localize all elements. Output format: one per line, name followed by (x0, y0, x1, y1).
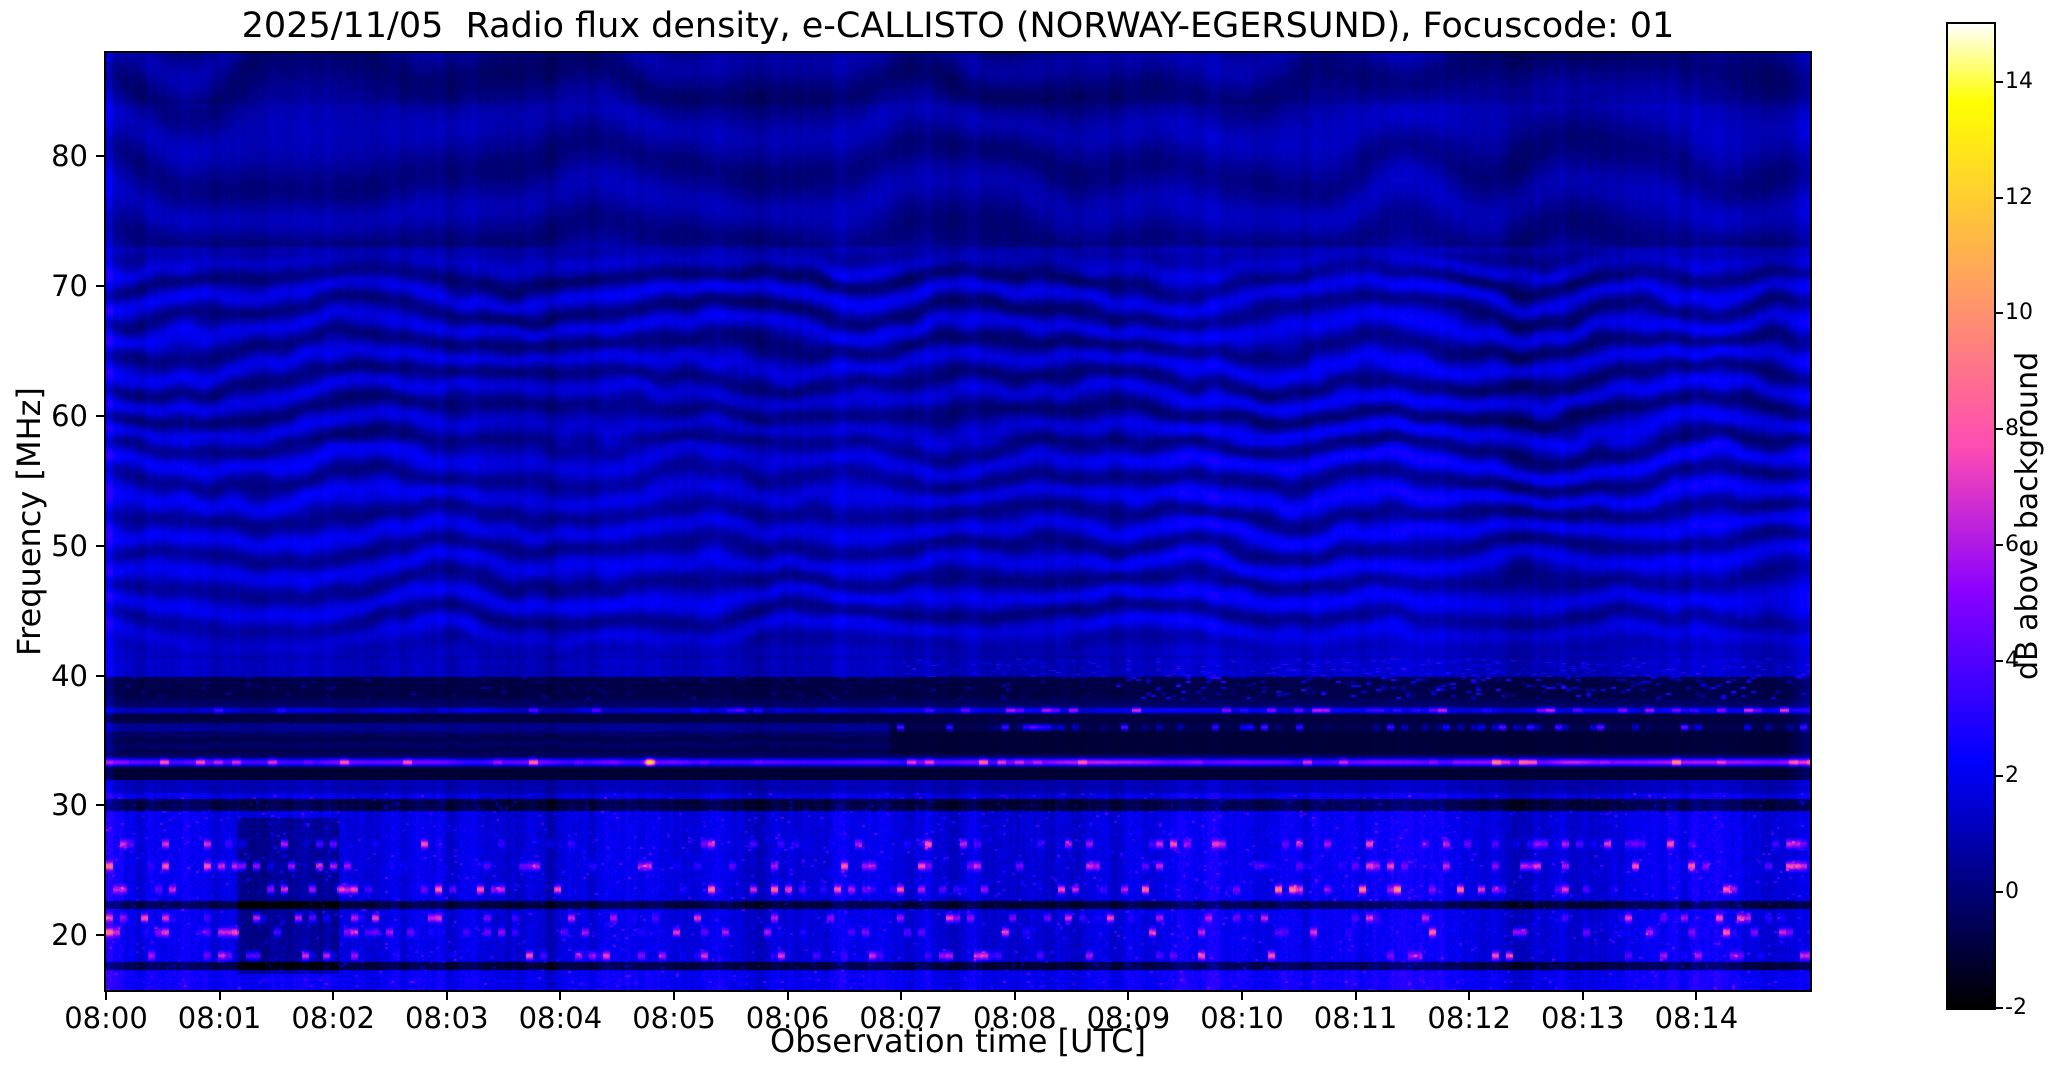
x-tick-label: 08:08 (973, 1001, 1057, 1035)
x-tick-label: 08:00 (64, 1001, 148, 1035)
x-tick-mark (559, 992, 562, 1000)
y-tick-label: 50 (51, 528, 88, 563)
y-tick-mark (96, 674, 104, 677)
colorbar-tick-label: 14 (2005, 68, 2033, 94)
x-tick-label: 08:09 (1086, 1001, 1171, 1035)
x-tick-label: 08:07 (859, 1001, 943, 1035)
x-tick-mark (673, 992, 675, 1000)
colorbar-tick-label: 2 (2005, 763, 2019, 789)
colorbar-tick-mark (1996, 312, 2003, 315)
colorbar-tick-mark (1996, 775, 2003, 778)
y-tick-mark (96, 154, 104, 157)
colorbar-tick-mark (1996, 659, 2003, 662)
x-tick-label: 08:04 (518, 1001, 603, 1035)
y-tick-label: 70 (51, 268, 88, 303)
x-tick-mark (1468, 992, 1471, 1000)
colorbar-tick-label: 0 (2005, 879, 2019, 905)
colorbar-tick-label: 6 (2005, 531, 2019, 557)
spectrogram-canvas (106, 53, 1810, 990)
colorbar-tick-mark (1996, 196, 2003, 199)
x-tick-label: 08:13 (1541, 1001, 1625, 1035)
x-tick-label: 08:02 (291, 1001, 375, 1035)
x-tick-label: 08:12 (1427, 1001, 1511, 1035)
y-tick-mark (96, 414, 104, 417)
x-tick-mark (332, 992, 335, 1000)
x-tick-mark (900, 992, 903, 1000)
colorbar-tick-mark (1996, 428, 2003, 431)
x-tick-mark (786, 992, 789, 1000)
y-tick-label: 20 (51, 918, 88, 953)
x-tick-label: 08:14 (1654, 1001, 1739, 1035)
colorbar-tick-mark (1996, 80, 2003, 83)
x-tick-label: 08:06 (745, 1001, 830, 1035)
x-tick-mark (218, 992, 221, 1000)
plot-title: 2025/11/05 Radio flux density, e-CALLIST… (241, 6, 1675, 46)
colorbar-tick-label: 8 (2005, 416, 2019, 442)
y-tick-mark (96, 544, 104, 547)
y-tick-mark (96, 804, 104, 807)
colorbar-label: dB above background (2010, 351, 2045, 681)
y-tick-label: 40 (51, 658, 88, 693)
y-tick-mark (96, 284, 104, 287)
x-tick-mark (1013, 992, 1016, 1000)
x-tick-mark (1354, 992, 1357, 1000)
colorbar-tick-mark (1996, 891, 2003, 894)
x-tick-label: 08:01 (177, 1001, 262, 1035)
x-tick-mark (105, 992, 107, 1000)
colorbar-tick-label: 4 (2005, 647, 2019, 673)
x-tick-label: 08:11 (1313, 1001, 1398, 1035)
x-tick-mark (1241, 992, 1243, 1000)
x-tick-mark (1695, 992, 1698, 1000)
colorbar-gradient (1948, 24, 1994, 1008)
y-tick-label: 30 (51, 788, 88, 823)
x-tick-label: 08:10 (1200, 1001, 1284, 1035)
x-tick-mark (1127, 992, 1130, 1000)
colorbar (1946, 22, 1996, 1010)
x-tick-label: 08:05 (632, 1001, 716, 1035)
y-tick-mark (96, 934, 104, 937)
colorbar-tick-label: 10 (2005, 300, 2033, 326)
y-tick-label: 60 (51, 398, 88, 433)
x-tick-mark (445, 992, 448, 1000)
y-axis-label: Frequency [MHz] (10, 387, 48, 656)
colorbar-tick-label: -2 (2005, 995, 2027, 1020)
x-tick-mark (1581, 992, 1584, 1000)
colorbar-tick-label: 12 (2005, 184, 2033, 210)
colorbar-tick-mark (1996, 1007, 2003, 1009)
y-tick-label: 80 (51, 138, 88, 173)
x-tick-label: 08:03 (405, 1001, 489, 1035)
colorbar-tick-mark (1996, 543, 2003, 546)
x-axis-label: Observation time [UTC] (770, 1022, 1146, 1060)
spectrogram-plot-area (104, 51, 1812, 992)
